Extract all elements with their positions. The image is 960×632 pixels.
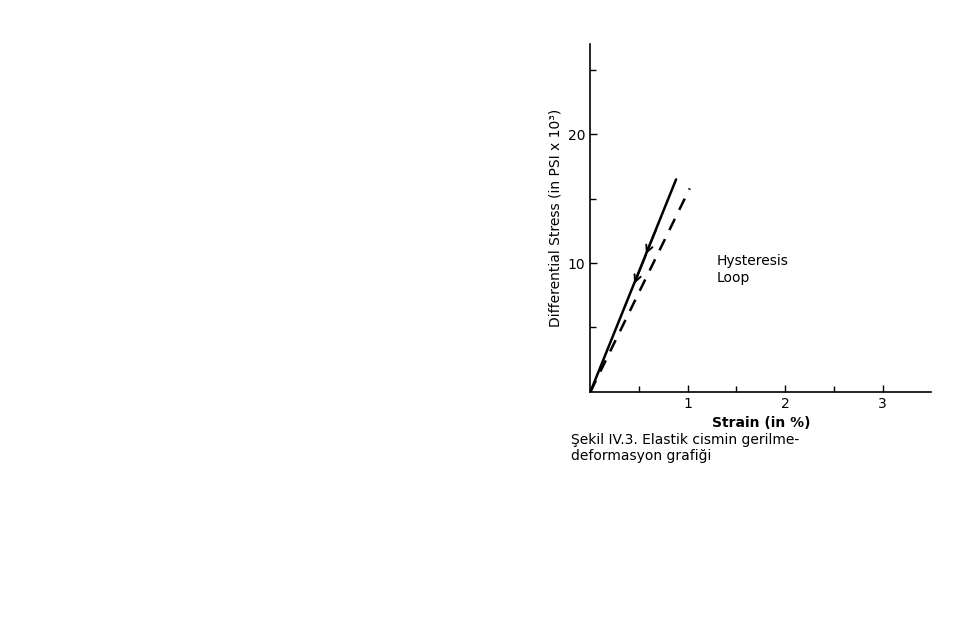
X-axis label: Strain (in %): Strain (in %) bbox=[711, 416, 810, 430]
Y-axis label: Differential Stress (in PSI x 10³): Differential Stress (in PSI x 10³) bbox=[548, 109, 563, 327]
Text: Hysteresis
Loop: Hysteresis Loop bbox=[717, 255, 789, 284]
Text: Şekil IV.3. Elastik cismin gerilme-
deformasyon grafiği: Şekil IV.3. Elastik cismin gerilme- defo… bbox=[571, 433, 800, 463]
